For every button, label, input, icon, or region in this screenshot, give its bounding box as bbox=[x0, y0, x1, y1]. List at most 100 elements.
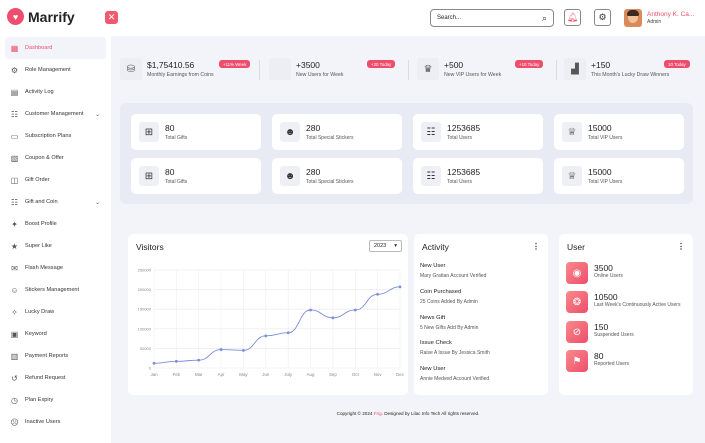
activity-item[interactable]: New User Mary Grattan Account Verified bbox=[420, 263, 486, 279]
visitors-chart: 0 50000 100000 150000 200000 250000 Jan Feb Mar A… bbox=[138, 268, 405, 378]
users-icon: ☷ bbox=[421, 122, 441, 142]
x-tick-label: July bbox=[284, 372, 293, 377]
sticker-icon: ☻ bbox=[280, 166, 300, 186]
top-stat-label: New VIP Users for Week bbox=[444, 72, 502, 78]
y-tick-label: 200000 bbox=[138, 287, 152, 292]
sidebar-item-role-management[interactable]: ⚙ Role Management bbox=[5, 59, 106, 81]
footer-brand-link[interactable]: Frig bbox=[373, 411, 382, 416]
sidebar-item-label: Role Management bbox=[25, 67, 71, 73]
sidebar-item-refund-request[interactable]: ↺ Refund Request bbox=[5, 367, 106, 389]
search-box[interactable]: Search... ⌕ bbox=[430, 9, 554, 27]
activity-item[interactable]: Issue Check Raise A Issue By Jessica Smit… bbox=[420, 340, 490, 356]
sidebar-item-flash-message[interactable]: ✉ Flash Message bbox=[5, 257, 106, 279]
sidebar-item-gift-order[interactable]: ◫ Gift Order bbox=[5, 169, 106, 191]
podium-icon: ▟ bbox=[564, 58, 586, 80]
stat-card: ☻ 280 Total Special Stickers bbox=[272, 114, 402, 150]
super-like-icon: ★ bbox=[10, 241, 19, 251]
logo[interactable]: ♥ Marrify bbox=[7, 8, 75, 25]
sidebar-item-label: Flash Message bbox=[25, 265, 63, 271]
online-users-icon: ◉ bbox=[566, 262, 588, 284]
activity-item-detail: 25 Coins Added By Admin bbox=[420, 298, 478, 305]
heart-logo-icon: ♥ bbox=[7, 8, 24, 25]
activity-item-title: Coin Purchased bbox=[420, 288, 462, 295]
notifications-button[interactable]: 🔔︎ bbox=[564, 9, 581, 26]
sidebar-item-lucky-draw[interactable]: ✧ Lucky Draw bbox=[5, 301, 106, 323]
data-point-apr bbox=[219, 348, 223, 351]
top-stat-value: +500 bbox=[444, 60, 464, 70]
users-icon: ☷ bbox=[421, 166, 441, 186]
activity-item[interactable]: New User Annie Medved Account Verified bbox=[420, 366, 489, 382]
x-tick-label: Dec bbox=[396, 372, 405, 377]
sidebar-item-label: Refund Request bbox=[25, 375, 66, 381]
bell-icon: 🔔︎ bbox=[566, 12, 579, 22]
dashboard-icon: ▦ bbox=[10, 43, 19, 53]
gift-icon: ⊞ bbox=[139, 122, 159, 142]
gift-coin-icon: ☷ bbox=[10, 197, 19, 207]
series-line bbox=[153, 286, 401, 364]
coupon-icon: ▧ bbox=[10, 153, 19, 163]
user-name[interactable]: Anthony K. Ca... bbox=[647, 11, 695, 18]
gift-order-icon: ◫ bbox=[10, 175, 19, 185]
sidebar: ♥ Marrify ▦ Dashboard ⚙ Role Management ▤ Act… bbox=[0, 0, 111, 443]
sidebar-item-super-like[interactable]: ★ Super Like bbox=[5, 235, 106, 257]
activity-item-title: Issue Check bbox=[420, 340, 452, 347]
sidebar-item-inactive-users[interactable]: ☹ Inactive Users bbox=[5, 411, 106, 433]
new-users-icon bbox=[269, 58, 291, 80]
sidebar-item-dashboard[interactable]: ▦ Dashboard bbox=[5, 37, 106, 59]
data-point-mar bbox=[197, 358, 201, 362]
sidebar-item-label: Plan Expiry bbox=[25, 397, 54, 403]
x-tick-label: Feb bbox=[173, 372, 181, 377]
top-stat-card: +3500 New Users for Week +20 Today bbox=[269, 52, 400, 86]
vip-icon: ♕ bbox=[562, 122, 582, 142]
top-stat-card: ♛ +500 New VIP Users for Week +10 Today bbox=[417, 52, 548, 86]
sidebar-item-subscription-plans[interactable]: ▭ Subscription Plans bbox=[5, 125, 106, 147]
gear-icon: ⚙ bbox=[598, 12, 607, 22]
activity-item[interactable]: News Gift 5 New Gifts Add By Admin bbox=[420, 315, 478, 331]
coins-icon: ⛁ bbox=[120, 58, 142, 80]
sidebar-item-plan-expiry[interactable]: ◷ Plan Expiry bbox=[5, 389, 106, 411]
y-tick-label: 100000 bbox=[138, 326, 152, 331]
stat-label: Total Special Stickers bbox=[306, 179, 354, 185]
sidebar-item-gift-and-coin[interactable]: ☷ Gift and Coin ⌄ bbox=[5, 191, 106, 213]
stat-card: ☷ 1253685 Total Users bbox=[413, 158, 543, 194]
top-stat-badge: 10 Today bbox=[664, 60, 690, 68]
search-input[interactable]: Search... bbox=[437, 15, 462, 21]
stat-value: 280 bbox=[306, 167, 321, 177]
activity-item-detail: 5 New Gifts Add By Admin bbox=[420, 324, 479, 331]
customer-icon: ☷ bbox=[10, 109, 19, 119]
top-stat-label: New Users for Week bbox=[296, 72, 344, 78]
stat-card: ♕ 15000 Total VIP Users bbox=[554, 114, 684, 150]
user-more-icon[interactable]: ⋮ bbox=[677, 242, 685, 251]
activity-more-icon[interactable]: ⋮ bbox=[532, 242, 540, 251]
activity-item-detail: Mary Grattan Account Verified bbox=[420, 273, 487, 279]
sidebar-item-label: Dashboard bbox=[25, 45, 53, 51]
sidebar-item-activity-log[interactable]: ▤ Activity Log bbox=[5, 81, 106, 103]
activity-title: Activity bbox=[422, 242, 449, 252]
x-tick-label: Jun bbox=[262, 372, 270, 377]
close-icon: ✕ bbox=[107, 12, 116, 22]
sidebar-item-payment-reports[interactable]: ▥ Payment Reports bbox=[5, 345, 106, 367]
sidebar-item-coupon-offer[interactable]: ▧ Coupon & Offer bbox=[5, 147, 106, 169]
chevron-down-icon[interactable]: ⌄ bbox=[94, 111, 100, 118]
user-stat-item: ◉ 3500 Online Users bbox=[566, 262, 691, 284]
sidebar-item-customer-management[interactable]: ☷ Customer Management ⌄ bbox=[5, 103, 106, 125]
year-select[interactable]: 2023 ▾ bbox=[369, 240, 402, 252]
search-icon[interactable]: ⌕ bbox=[541, 12, 547, 23]
top-stats: ⛁ $1,75410.56 Monthly Earnings from Coins +… bbox=[120, 52, 695, 86]
user-stat-value: 150 bbox=[594, 322, 609, 332]
settings-button[interactable]: ⚙ bbox=[594, 9, 611, 26]
sidebar-item-stickers-management[interactable]: ☺ Stickers Management bbox=[5, 279, 106, 301]
activity-item[interactable]: Coin Purchased 25 Coins Added By Admin bbox=[420, 289, 478, 305]
stickers-icon: ☺ bbox=[10, 285, 19, 295]
sidebar-item-label: Inactive Users bbox=[25, 419, 61, 425]
stat-divider bbox=[556, 60, 557, 80]
refund-icon: ↺ bbox=[11, 373, 18, 383]
sidebar-item-boost-profile[interactable]: ✦ Boost Profile bbox=[5, 213, 106, 235]
x-tick-label: May bbox=[239, 372, 248, 377]
sidebar-item-keyword[interactable]: ▣ Keyword bbox=[5, 323, 106, 345]
chevron-down-icon[interactable]: ⌄ bbox=[94, 199, 100, 206]
user-stat-value: 10500 bbox=[594, 292, 618, 302]
avatar[interactable] bbox=[624, 9, 642, 27]
close-sidebar-button[interactable]: ✕ bbox=[105, 11, 118, 24]
stat-label: Total VIP Users bbox=[588, 179, 623, 185]
